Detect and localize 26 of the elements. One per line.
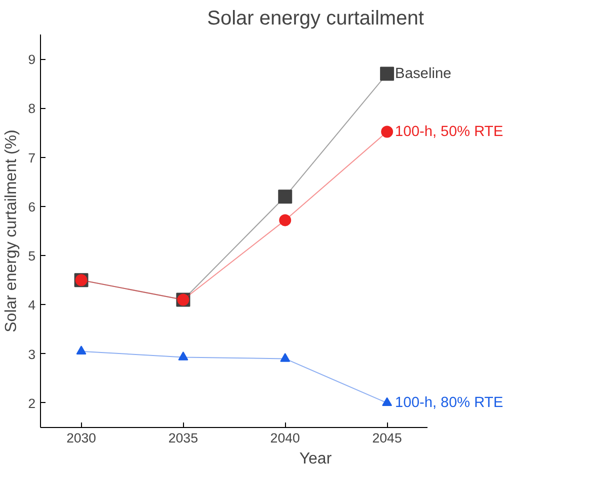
point xyxy=(278,190,292,204)
y-tick-label: 8 xyxy=(28,101,36,116)
x-tick-label: 2030 xyxy=(66,430,96,446)
y-tick-label: 2 xyxy=(28,396,36,411)
y-tick-label: 6 xyxy=(28,199,36,214)
series-label: Baseline xyxy=(395,66,452,82)
y-tick-label: 4 xyxy=(28,298,36,313)
series-label: 100-h, 80% RTE xyxy=(395,394,504,411)
y-axis-title: Solar energy curtailment (%) xyxy=(3,130,20,332)
point xyxy=(280,353,290,362)
y-tick-label: 3 xyxy=(28,346,36,362)
x-tick-label: 2035 xyxy=(168,430,198,446)
x-axis-title: Year xyxy=(299,450,332,468)
x-tick-label: 2040 xyxy=(270,430,300,446)
point xyxy=(76,346,86,354)
point xyxy=(382,397,392,406)
x-tick-label: 2045 xyxy=(372,430,402,446)
point xyxy=(380,66,394,81)
chart-title: Solar energy curtailment xyxy=(207,8,424,30)
y-tick-label: 9 xyxy=(28,52,36,68)
point xyxy=(381,126,394,138)
point xyxy=(279,214,292,226)
y-tick-label: 5 xyxy=(28,248,36,264)
point xyxy=(178,352,188,360)
y-tick-label: 7 xyxy=(28,150,36,166)
series-label: 100-h, 50% RTE xyxy=(395,124,504,140)
